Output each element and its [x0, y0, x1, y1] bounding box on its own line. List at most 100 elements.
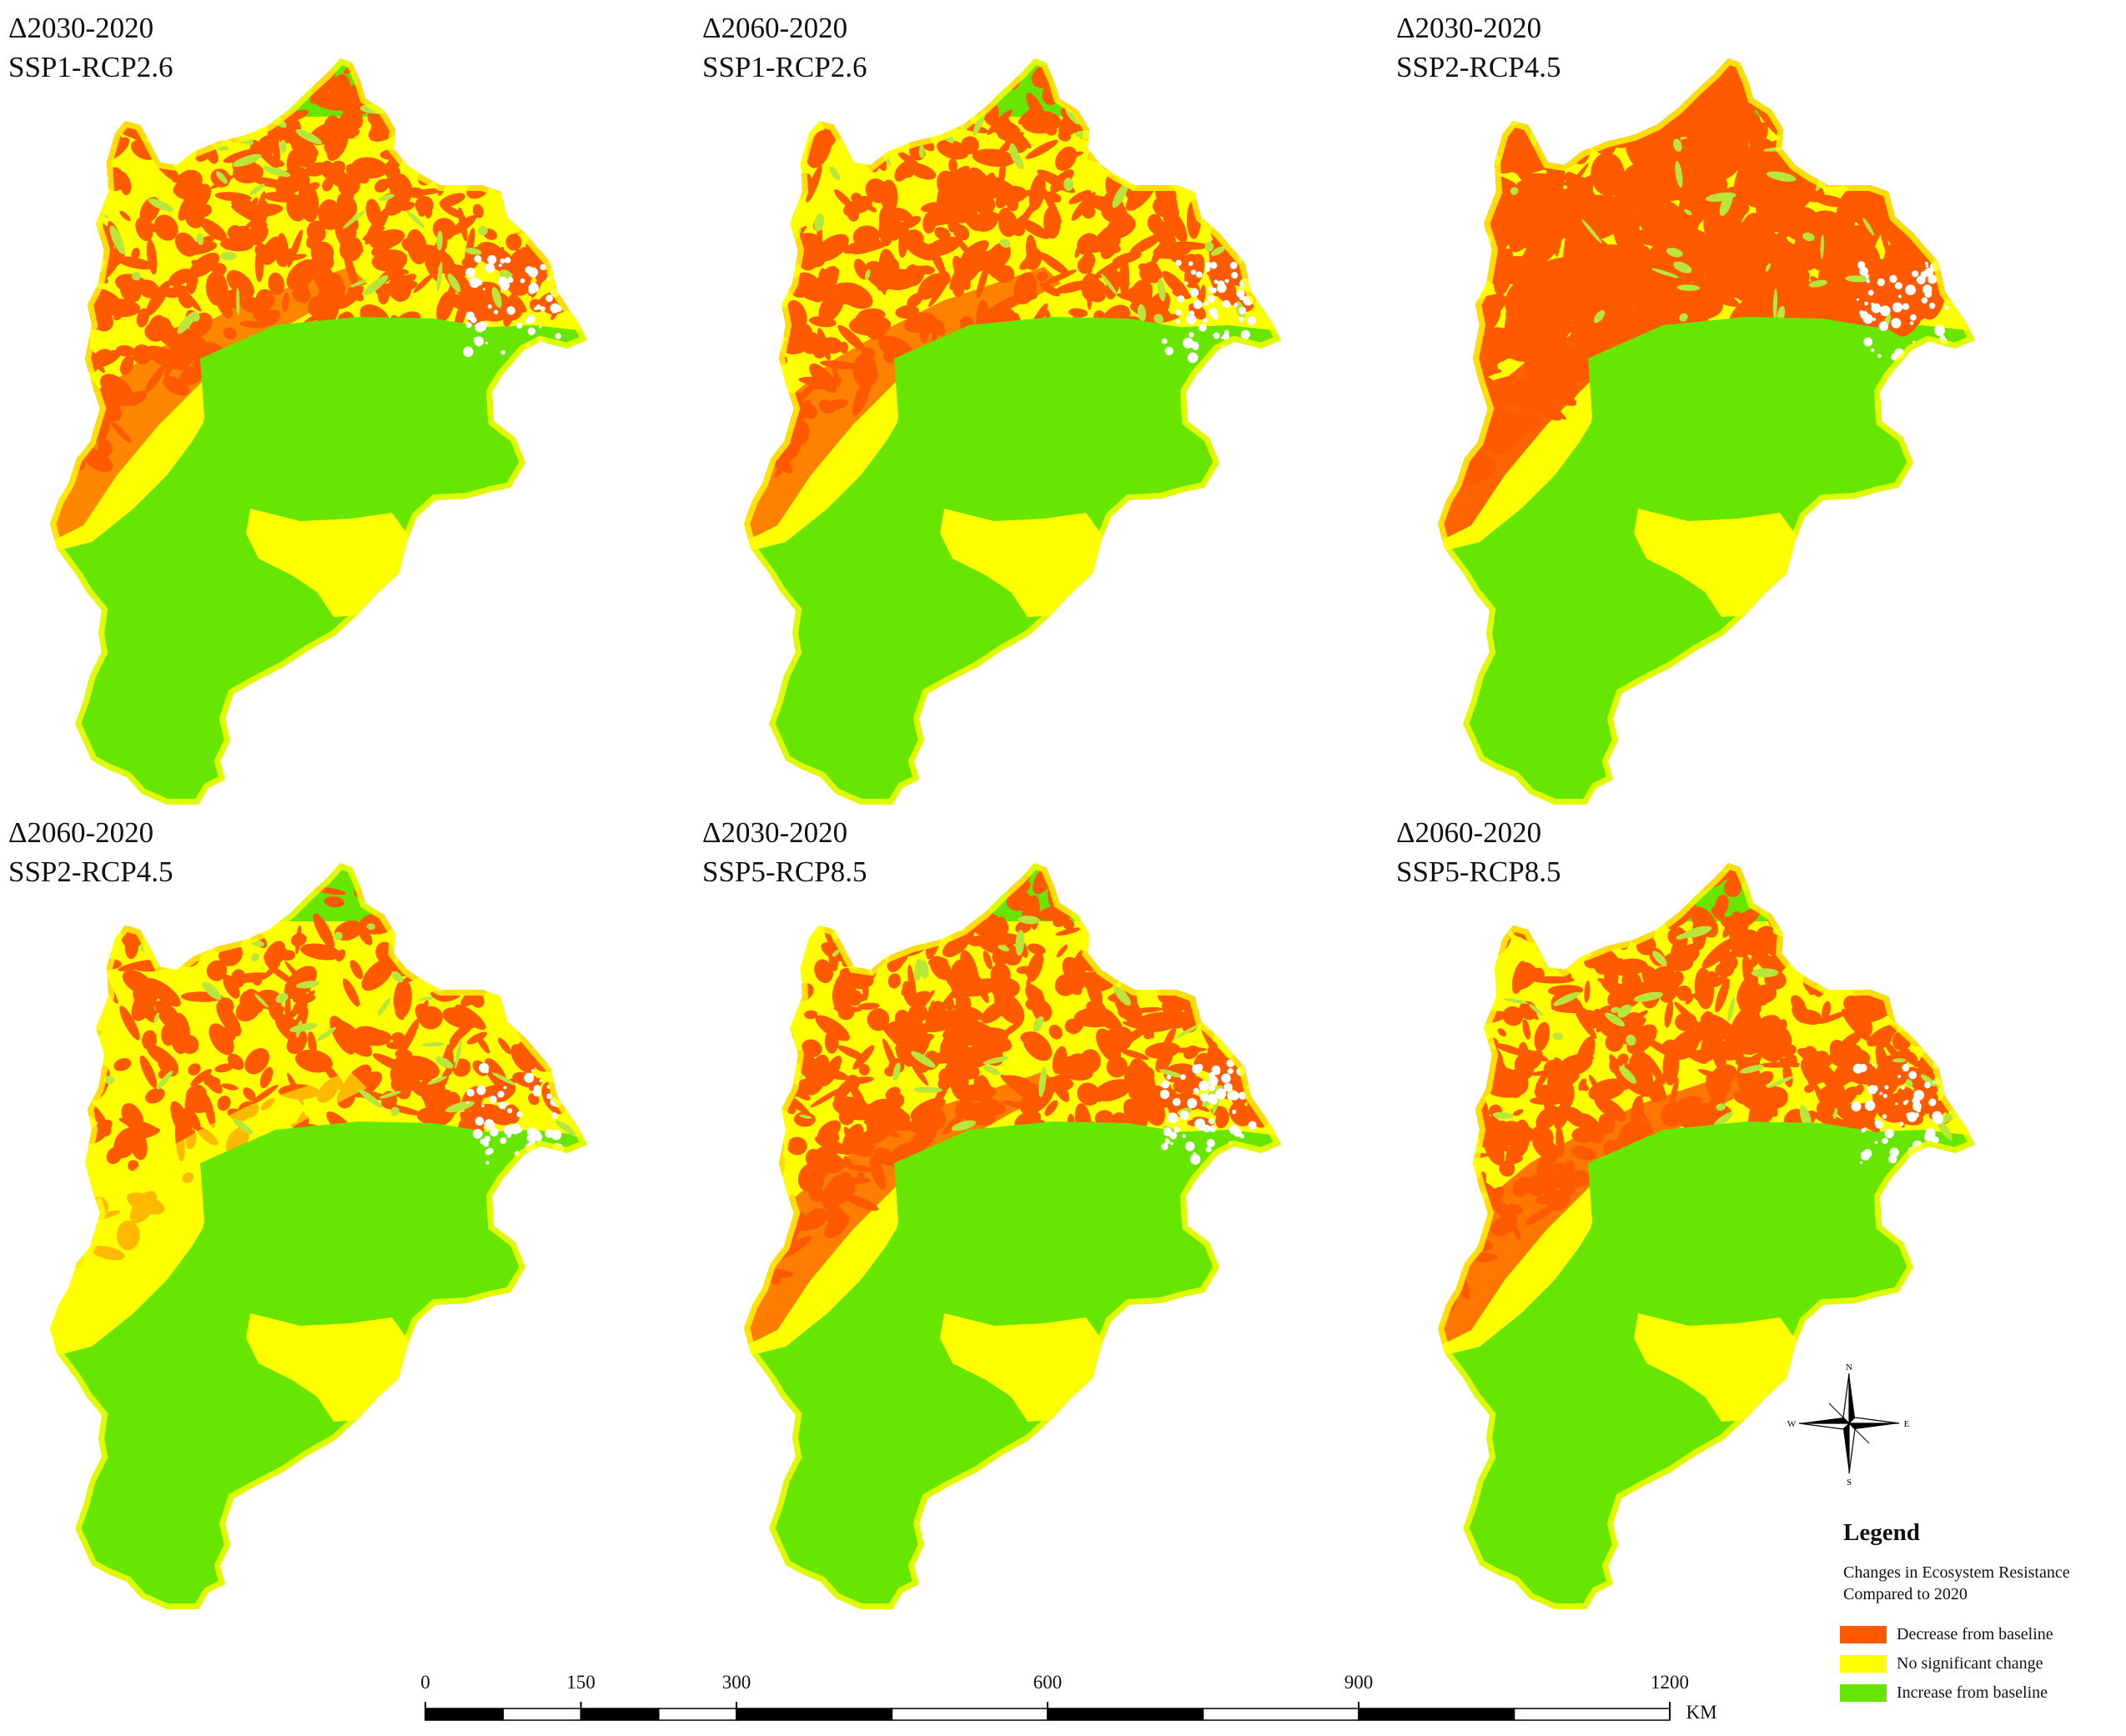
urban-patch — [1164, 1138, 1170, 1145]
decrease-patch — [1930, 213, 1942, 223]
decrease-patch — [1290, 98, 1308, 118]
decrease-patch — [1964, 243, 1975, 290]
decrease-patch — [510, 293, 527, 313]
decrease-patch — [437, 933, 464, 967]
decrease-patch — [581, 198, 587, 230]
urban-patch — [1908, 1071, 1917, 1080]
decrease-patch — [1897, 928, 1907, 955]
urban-patch — [538, 354, 545, 359]
urban-patch — [472, 1128, 483, 1139]
decrease-patch — [1930, 911, 1953, 919]
decrease-patch — [1588, 1078, 1626, 1101]
decrease-patch — [584, 159, 587, 173]
edge-fringe — [1438, 863, 1975, 1609]
increase-patch — [573, 1087, 582, 1096]
decrease-patch — [749, 1158, 761, 1178]
decrease-patch — [1896, 158, 1916, 178]
decrease-patch — [570, 941, 587, 971]
decrease-patch — [1269, 1056, 1281, 1067]
decrease-patch — [527, 191, 535, 208]
increase-patch — [419, 996, 435, 1001]
urban-patch — [1182, 1134, 1186, 1138]
decrease-patch — [1458, 206, 1473, 218]
urban-patch — [1211, 1065, 1221, 1075]
decrease-patch — [572, 158, 587, 176]
decrease-patch — [586, 118, 617, 155]
decrease-patch — [1438, 133, 1465, 167]
decrease-patch — [1945, 982, 1967, 1004]
decrease-patch — [1966, 976, 1975, 986]
decrease-patch — [395, 1010, 405, 1021]
decrease-patch — [1919, 111, 1943, 164]
decrease-patch — [961, 136, 979, 155]
decrease-patch — [1083, 258, 1093, 274]
urban-patch — [498, 263, 502, 268]
decrease-patch — [1079, 865, 1098, 877]
decrease-patch — [1833, 928, 1850, 946]
decrease-patch — [1853, 906, 1876, 926]
increase-patch — [1716, 1103, 1726, 1111]
decrease-patch — [744, 115, 752, 126]
urban-patch — [1870, 348, 1875, 353]
decrease-patch — [586, 988, 587, 1008]
decrease-patch — [1948, 108, 1967, 136]
decrease-patch — [199, 218, 228, 242]
urban-patch — [1863, 337, 1873, 347]
urban-patch — [485, 341, 489, 344]
decrease-patch — [1830, 109, 1850, 134]
decrease-patch — [857, 1002, 880, 1010]
decrease-patch — [1530, 1069, 1565, 1076]
decrease-patch — [1311, 159, 1333, 194]
decrease-patch — [744, 188, 755, 203]
decrease-patch — [1302, 1037, 1336, 1068]
decrease-patch — [80, 1092, 92, 1100]
decrease-patch — [1306, 111, 1348, 120]
decrease-patch — [1171, 168, 1184, 186]
decrease-patch — [611, 158, 627, 174]
decrease-patch — [921, 202, 942, 213]
decrease-patch — [1106, 1056, 1128, 1078]
decrease-patch — [577, 174, 587, 196]
decrease-patch — [1168, 908, 1194, 943]
decrease-patch — [1642, 1036, 1680, 1061]
decrease-patch — [1250, 1073, 1281, 1094]
increase-patch — [131, 271, 141, 281]
increase-patch — [1676, 284, 1701, 291]
decrease-patch — [389, 863, 410, 891]
decrease-patch — [1438, 138, 1465, 148]
decrease-patch — [264, 946, 288, 965]
decrease-patch — [855, 314, 867, 328]
decrease-patch — [1791, 175, 1815, 198]
map-panel: Δ2060-2020 SSP2-RCP4.5 — [0, 813, 684, 1613]
decrease-patch — [1838, 1031, 1862, 1051]
decrease-patch — [2004, 189, 2029, 240]
urban-patch — [1863, 1127, 1867, 1131]
decrease-patch — [947, 212, 960, 233]
decrease-patch — [1817, 916, 1840, 951]
decrease-patch — [391, 1031, 405, 1044]
increase-patch — [148, 198, 174, 212]
urban-patch — [1879, 1091, 1883, 1096]
urban-patch — [1872, 318, 1877, 321]
decrease-patch — [1896, 908, 1921, 938]
decrease-patch — [35, 483, 48, 491]
decrease-patch — [1685, 993, 1695, 1005]
decrease-patch — [717, 207, 737, 237]
decrease-patch — [1813, 1111, 1852, 1131]
central-plain — [890, 317, 1228, 517]
decrease-patch — [1279, 121, 1281, 143]
decrease-patch — [1103, 113, 1110, 157]
decrease-patch — [1955, 936, 1973, 950]
urban-patch — [1925, 264, 1929, 268]
decrease-patch — [504, 178, 531, 203]
decrease-patch — [61, 1031, 95, 1044]
decrease-patch — [1902, 143, 1922, 178]
decrease-patch — [1865, 966, 1893, 991]
decrease-patch — [744, 349, 763, 376]
urban-patch — [1923, 1081, 1931, 1089]
decrease-patch — [575, 1087, 587, 1115]
compass-rose-icon: N S E W — [1787, 1362, 1910, 1486]
decrease-patch — [847, 1076, 874, 1085]
legend-heading: Legend — [1843, 1519, 1920, 1546]
increase-patch — [557, 153, 565, 180]
